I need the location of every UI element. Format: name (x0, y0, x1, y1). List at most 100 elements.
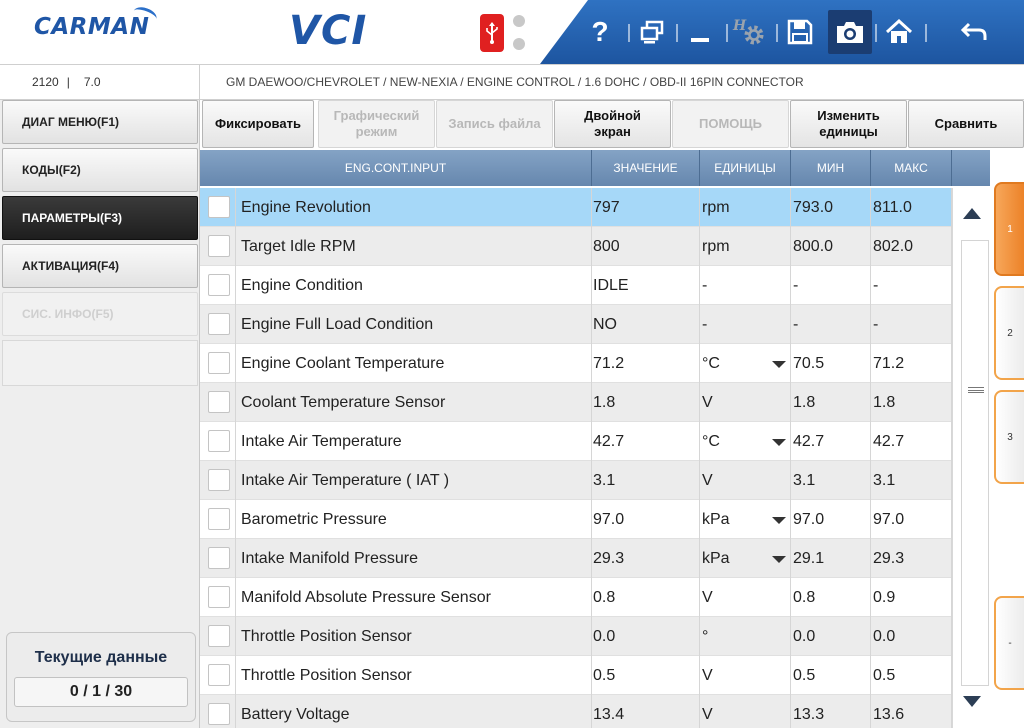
scroll-track[interactable] (961, 240, 989, 686)
row-checkbox[interactable] (208, 625, 230, 647)
parameter-value-cell: NO (592, 305, 700, 344)
page-tab-2[interactable]: 2 (994, 286, 1024, 380)
column-header-max: МАКС (871, 150, 952, 186)
save-button[interactable] (778, 10, 822, 54)
toolbar-divider (628, 24, 630, 42)
table-row[interactable]: Manifold Absolute Pressure Sensor 0.8 V 0.8… (200, 578, 952, 617)
help-function-button: ПОМОЩЬ (672, 100, 789, 148)
minimize-button[interactable] (678, 10, 722, 54)
row-select-cell (200, 422, 236, 461)
parameter-unit-cell: rpm (700, 227, 791, 266)
table-row[interactable]: Engine Condition IDLE - - - (200, 266, 952, 305)
table-row[interactable]: Intake Air Temperature ( IAT ) 3.1 V 3.1 3.1 (200, 461, 952, 500)
table-row[interactable]: Intake Manifold Pressure 29.3 kPa 29.1 29.3 (200, 539, 952, 578)
row-select-cell (200, 305, 236, 344)
row-checkbox[interactable] (208, 274, 230, 296)
parameter-unit-cell: V (700, 578, 791, 617)
row-checkbox[interactable] (208, 469, 230, 491)
usb-icon (480, 14, 504, 52)
back-button[interactable] (952, 10, 996, 54)
row-checkbox[interactable] (208, 391, 230, 413)
fix-button[interactable]: Фиксировать (202, 100, 314, 148)
settings-icon: H (732, 18, 764, 45)
parameter-value-cell: 800 (592, 227, 700, 266)
row-checkbox[interactable] (208, 547, 230, 569)
parameter-unit-cell[interactable]: kPa (700, 539, 791, 578)
parameter-min-cell: 1.8 (791, 383, 871, 422)
row-checkbox[interactable] (208, 586, 230, 608)
unit-dropdown-arrow-icon[interactable] (772, 556, 786, 563)
row-checkbox[interactable] (208, 508, 230, 530)
table-row[interactable]: Target Idle RPM 800 rpm 800.0 802.0 (200, 227, 952, 266)
parameter-name-cell: Intake Air Temperature ( IAT ) (236, 461, 592, 500)
page-tab-more[interactable]: - (994, 596, 1024, 690)
parameter-max-cell: 1.8 (871, 383, 952, 422)
parameter-name-cell: Battery Voltage (236, 695, 592, 728)
page-tab-3[interactable]: 3 (994, 390, 1024, 484)
parameter-value-cell: 0.0 (592, 617, 700, 656)
row-checkbox[interactable] (208, 430, 230, 452)
parameter-max-cell: 71.2 (871, 344, 952, 383)
row-checkbox[interactable] (208, 313, 230, 335)
unit-dropdown-arrow-icon[interactable] (772, 439, 786, 446)
table-row[interactable]: Throttle Position Sensor 0.0 ° 0.0 0.0 (200, 617, 952, 656)
home-button[interactable] (877, 10, 921, 54)
scroll-up-icon[interactable] (963, 208, 981, 219)
parameter-unit-cell[interactable]: °C (700, 344, 791, 383)
table-row[interactable]: Throttle Position Sensor 0.5 V 0.5 0.5 (200, 656, 952, 695)
table-row[interactable]: Coolant Temperature Sensor 1.8 V 1.8 1.8 (200, 383, 952, 422)
row-checkbox[interactable] (208, 703, 230, 725)
table-scrollbar[interactable] (952, 188, 990, 728)
table-row[interactable]: Barometric Pressure 97.0 kPa 97.0 97.0 (200, 500, 952, 539)
row-select-cell (200, 188, 236, 227)
parameter-name-cell: Manifold Absolute Pressure Sensor (236, 578, 592, 617)
row-checkbox[interactable] (208, 235, 230, 257)
parameter-min-cell: - (791, 305, 871, 344)
current-data-panel: Текущие данные 0 / 1 / 30 (6, 632, 196, 722)
vehicle-code: 2120 (32, 75, 59, 89)
status-indicator-dot (513, 38, 525, 50)
svg-text:H: H (732, 18, 747, 34)
parameter-value-cell: 0.5 (592, 656, 700, 695)
parameter-value-cell: 42.7 (592, 422, 700, 461)
sidebar-item-parameters[interactable]: ПАРАМЕТРЫ(F3) (2, 196, 198, 240)
parameter-name-cell: Engine Coolant Temperature (236, 344, 592, 383)
scroll-down-icon[interactable] (963, 696, 981, 707)
screens-icon (640, 20, 664, 44)
double-screen-button[interactable]: Двойной экран (554, 100, 671, 148)
settings-button[interactable]: H (728, 10, 772, 54)
parameter-name-cell: Coolant Temperature Sensor (236, 383, 592, 422)
parameter-name-cell: Engine Revolution (236, 188, 592, 227)
sidebar-item-diag-menu[interactable]: ДИАГ МЕНЮ(F1) (2, 100, 198, 144)
table-row[interactable]: Engine Revolution 797 rpm 793.0 811.0 (200, 188, 952, 227)
screenshot-button[interactable] (828, 10, 872, 54)
table-row[interactable]: Intake Air Temperature 42.7 °C 42.7 42.7 (200, 422, 952, 461)
help-button[interactable]: ? (578, 10, 622, 54)
toolbar (540, 0, 1024, 64)
table-row[interactable]: Battery Voltage 13.4 V 13.3 13.6 (200, 695, 952, 728)
home-icon (885, 18, 913, 43)
compare-button[interactable]: Сравнить (908, 100, 1024, 148)
sidebar-item-codes[interactable]: КОДЫ(F2) (2, 148, 198, 192)
parameter-unit-cell[interactable]: °C (700, 422, 791, 461)
row-checkbox[interactable] (208, 664, 230, 686)
parameter-name-cell: Intake Air Temperature (236, 422, 592, 461)
table-row[interactable]: Engine Coolant Temperature 71.2 °C 70.5 71.2 (200, 344, 952, 383)
sidebar-item-activation[interactable]: АКТИВАЦИЯ(F4) (2, 244, 198, 288)
change-units-button[interactable]: Изменить единицы (790, 100, 907, 148)
scroll-grip-icon[interactable] (968, 387, 984, 393)
parameter-unit-cell[interactable]: kPa (700, 500, 791, 539)
row-select-cell (200, 695, 236, 728)
unit-dropdown-arrow-icon[interactable] (772, 517, 786, 524)
row-select-cell (200, 539, 236, 578)
row-checkbox[interactable] (208, 196, 230, 218)
table-row[interactable]: Engine Full Load Condition NO - - - (200, 305, 952, 344)
parameter-unit-cell: V (700, 383, 791, 422)
unit-dropdown-arrow-icon[interactable] (772, 361, 786, 368)
row-checkbox[interactable] (208, 352, 230, 374)
parameter-value-cell: 71.2 (592, 344, 700, 383)
parameter-value-cell: 797 (592, 188, 700, 227)
vci-logo: VCI (289, 8, 368, 54)
switch-screen-button[interactable] (630, 10, 674, 54)
page-tab-1[interactable]: 1 (994, 182, 1024, 276)
